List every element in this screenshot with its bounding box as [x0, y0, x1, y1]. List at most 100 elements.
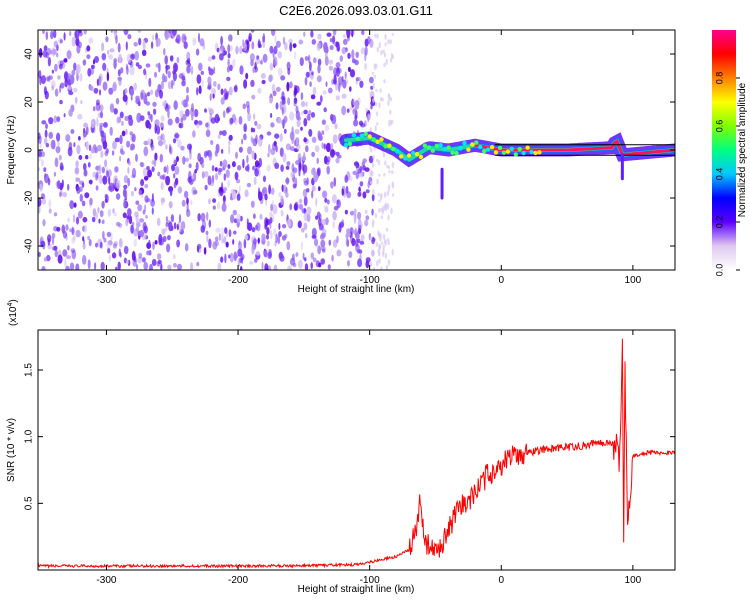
noise-speck: [228, 34, 233, 42]
noise-speck: [200, 70, 204, 75]
noise-speck: [115, 35, 118, 45]
noise-speck: [364, 219, 369, 227]
colorbar-label: Normalized spectral amplitude: [737, 82, 748, 217]
noise-speck: [199, 38, 205, 47]
noise-speck: [123, 30, 129, 36]
noise-speck: [65, 224, 69, 231]
noise-speck: [224, 253, 227, 264]
noise-speck: [311, 185, 316, 192]
noise-speck: [383, 173, 386, 177]
noise-speck: [349, 175, 353, 182]
noise-speck: [364, 108, 369, 113]
noise-speck: [386, 202, 390, 210]
noise-speck: [177, 186, 183, 194]
noise-speck: [380, 50, 383, 56]
noise-speck: [348, 251, 353, 259]
noise-speck: [220, 97, 225, 105]
noise-speck: [317, 58, 322, 66]
noise-speck: [85, 140, 89, 151]
noise-speck: [360, 234, 365, 242]
noise-speck: [382, 49, 385, 54]
noise-speck: [125, 41, 128, 51]
noise-speck: [359, 240, 365, 245]
noise-speck: [40, 240, 46, 247]
noise-speck: [105, 194, 109, 203]
noise-speck: [385, 58, 388, 66]
noise-speck: [378, 102, 381, 109]
noise-speck: [228, 140, 231, 146]
y-tick-label: 1.0: [24, 429, 35, 443]
noise-speck: [390, 207, 393, 215]
colorbar-bar: [712, 30, 736, 270]
noise-speck: [210, 139, 214, 146]
signal-dot: [533, 150, 538, 156]
signal-dot: [375, 139, 380, 144]
noise-speck: [208, 108, 214, 115]
noise-speck: [219, 186, 224, 197]
noise-speck: [41, 197, 47, 205]
noise-speck: [250, 127, 254, 133]
noise-speck: [247, 222, 253, 231]
noise-speck: [283, 184, 287, 194]
noise-speck: [261, 233, 266, 242]
noise-speck: [256, 123, 262, 130]
signal-dot: [403, 156, 408, 161]
noise-speck: [127, 166, 130, 174]
noise-speck: [125, 63, 128, 70]
noise-speck: [365, 189, 370, 194]
noise-speck: [279, 133, 283, 142]
noise-speck: [119, 111, 124, 119]
noise-speck: [216, 201, 221, 210]
noise-speck: [87, 235, 90, 241]
noise-speck: [384, 33, 387, 41]
noise-speck: [251, 150, 255, 160]
x-tick-label: -200: [228, 275, 248, 286]
noise-speck: [246, 40, 250, 51]
noise-speck: [85, 155, 89, 160]
noise-speck: [258, 44, 262, 48]
noise-speck: [280, 75, 286, 81]
noise-speck: [182, 99, 188, 108]
noise-speck: [254, 120, 258, 126]
noise-speck: [59, 187, 63, 197]
noise-speck: [269, 230, 273, 240]
noise-speck: [382, 247, 385, 254]
y-tick-label: 40: [24, 48, 35, 60]
noise-speck: [332, 30, 337, 36]
noise-speck: [266, 227, 270, 236]
noise-speck: [349, 69, 356, 78]
noise-speck: [51, 85, 54, 91]
noise-speck: [76, 144, 81, 155]
noise-speck: [287, 218, 292, 228]
noise-speck: [75, 263, 80, 270]
noise-speck: [362, 191, 367, 199]
noise-speck: [80, 100, 83, 105]
noise-speck: [59, 99, 63, 105]
noise-speck: [238, 241, 242, 251]
signal-dot: [418, 154, 424, 160]
noise-speck: [150, 144, 155, 151]
noise-speck: [154, 123, 157, 134]
signal-dot: [478, 144, 483, 150]
noise-speck: [282, 224, 287, 229]
noise-speck: [212, 93, 215, 99]
noise-speck: [208, 198, 211, 205]
noise-speck: [38, 201, 41, 207]
noise-speck: [129, 146, 134, 151]
noise-speck: [174, 133, 180, 139]
noise-speck: [92, 106, 96, 112]
noise-speck: [337, 41, 340, 52]
noise-speck: [144, 175, 149, 181]
noise-speck: [326, 32, 332, 37]
noise-speck: [303, 211, 308, 222]
noise-speck: [157, 171, 161, 177]
snr-y-multiplier: (x104): [7, 299, 19, 326]
noise-speck: [266, 164, 271, 172]
noise-speck: [173, 62, 178, 73]
noise-speck: [289, 42, 293, 52]
snr-series-line: [38, 338, 675, 569]
noise-speck: [161, 133, 165, 141]
noise-speck: [329, 45, 334, 51]
noise-speck: [257, 87, 262, 94]
x-tick-label: 100: [625, 275, 642, 286]
